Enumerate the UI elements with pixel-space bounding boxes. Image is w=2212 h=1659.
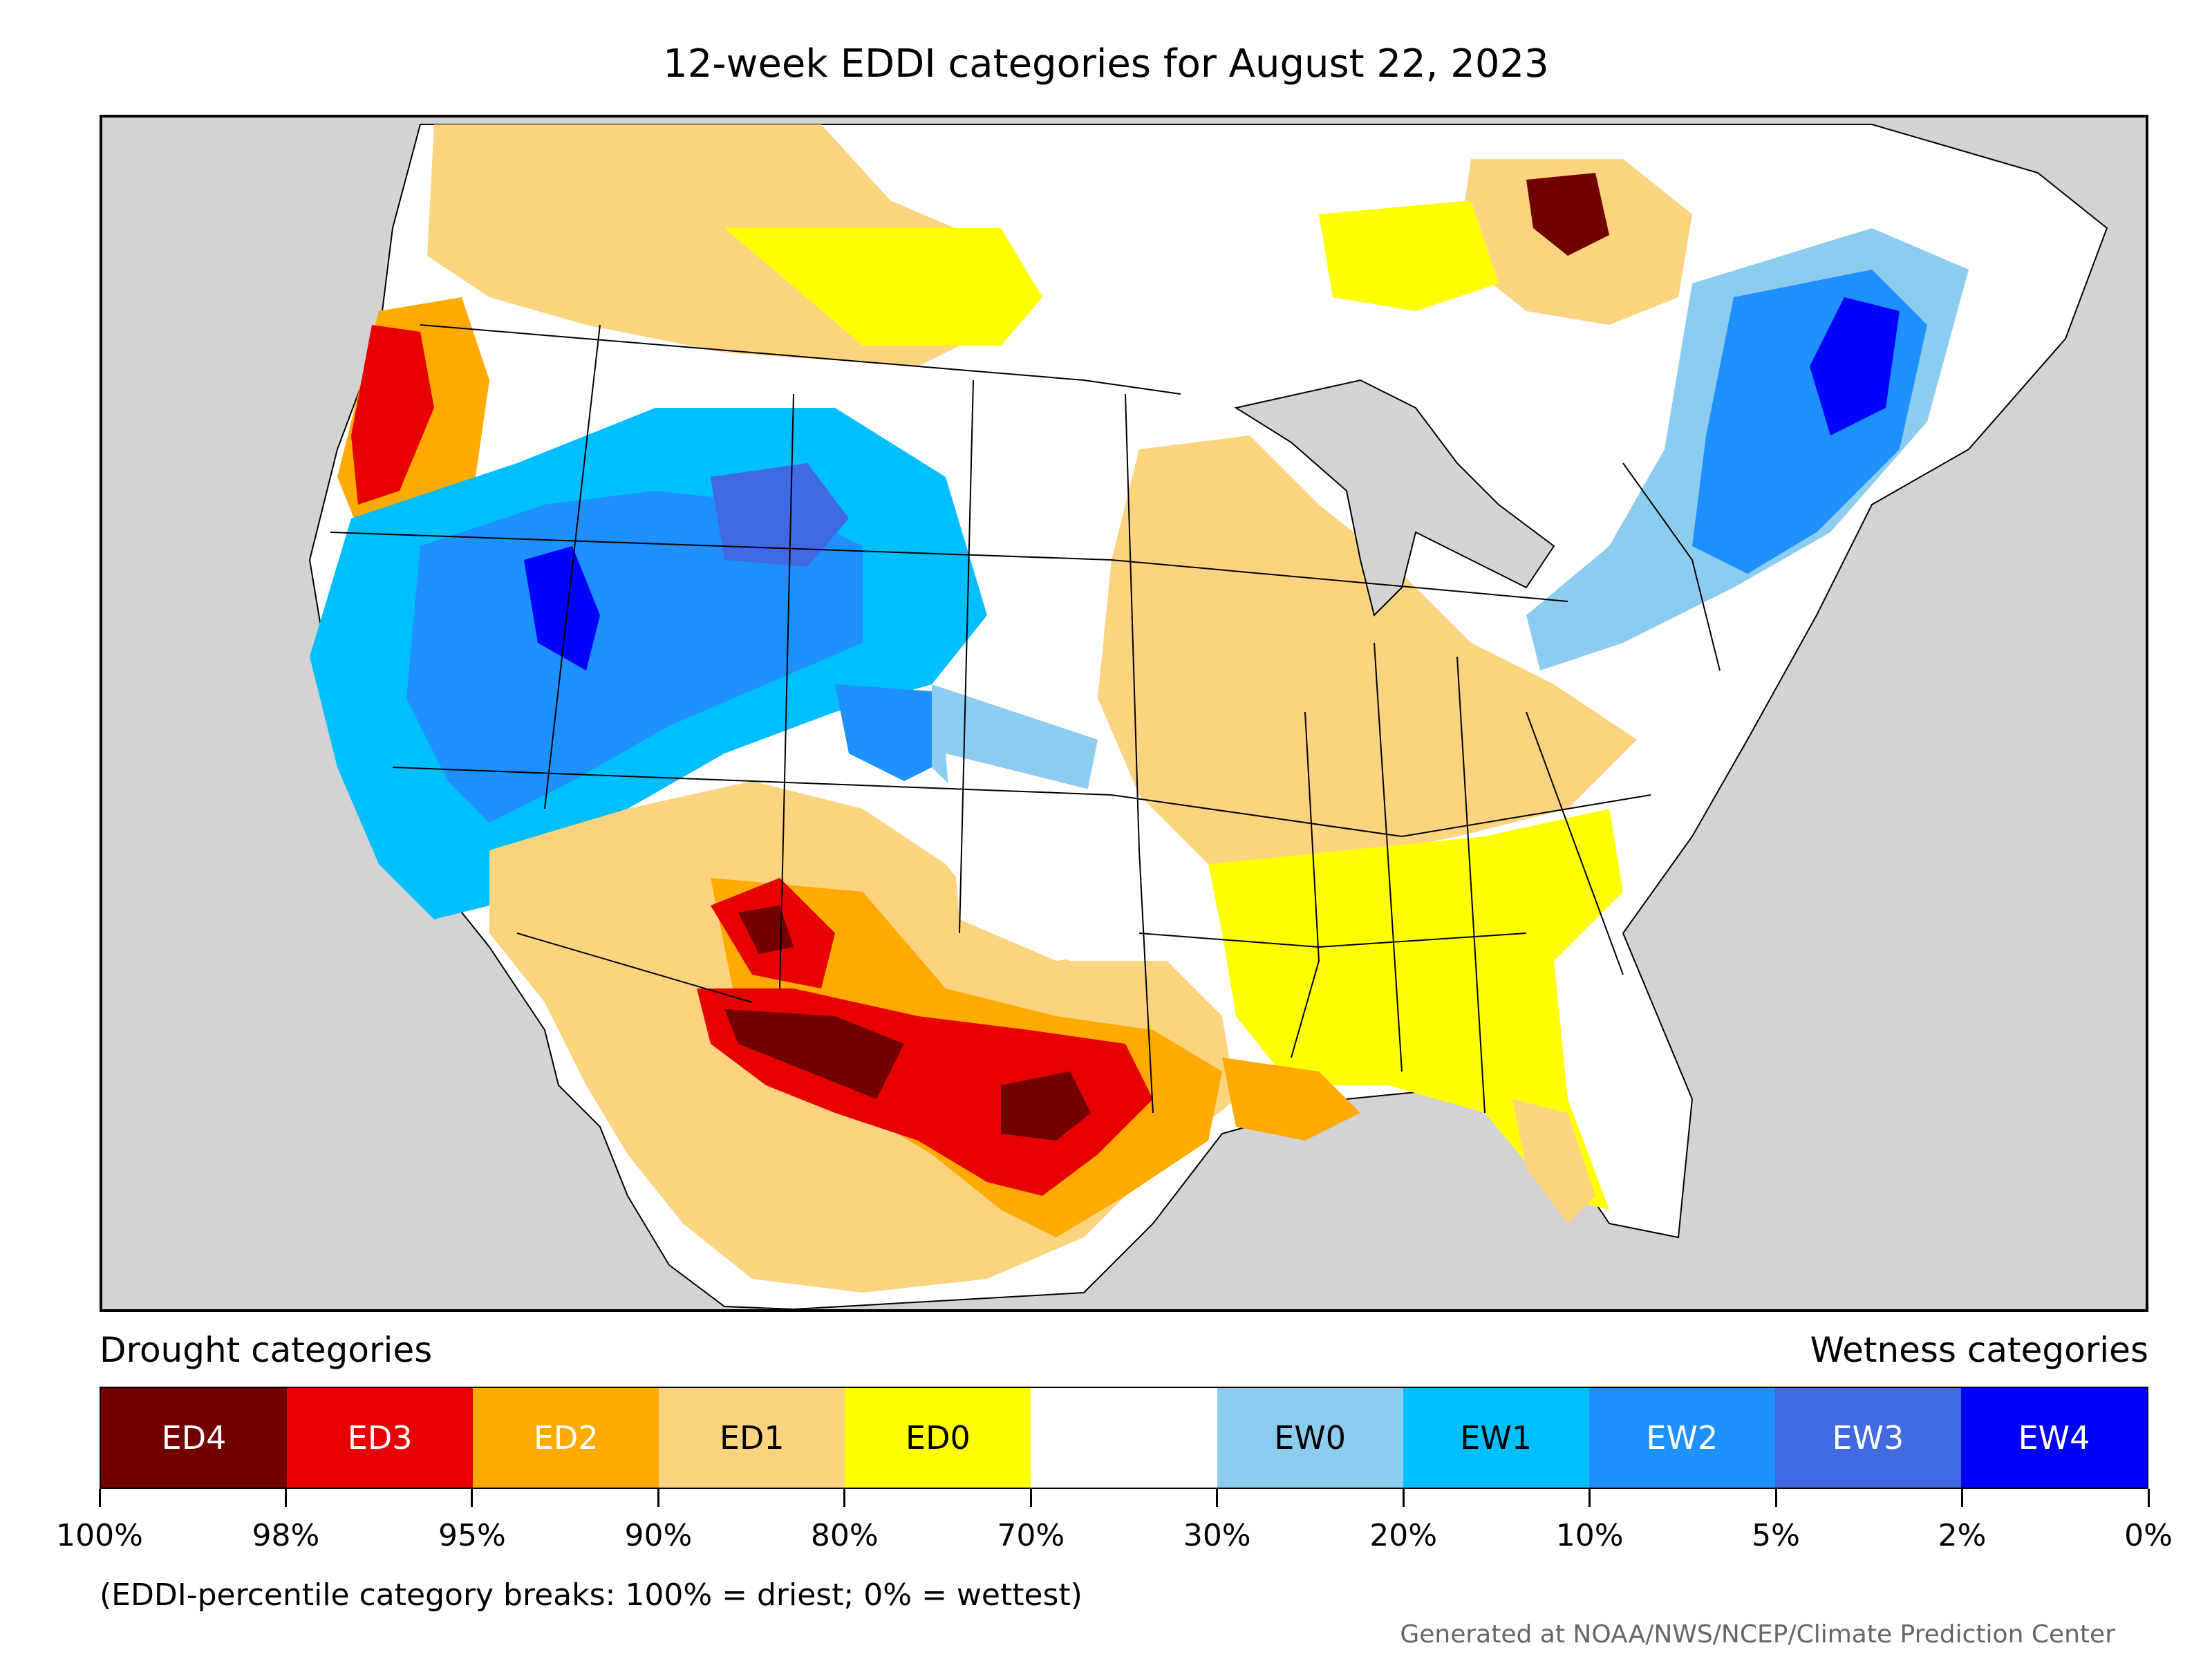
legend-cell-ew2: EW2 xyxy=(1588,1388,1775,1488)
legend-cell-ed3: ED3 xyxy=(287,1388,474,1488)
legend-tick xyxy=(1029,1489,1032,1507)
legend-cell-ed1: ED1 xyxy=(659,1388,845,1488)
legend-tick xyxy=(2147,1489,2150,1507)
legend-tick-label: 98% xyxy=(252,1518,320,1553)
legend-tick-label: 2% xyxy=(1938,1518,1987,1553)
west-texas-ed4 xyxy=(724,1009,904,1099)
gulf-coast-ed2 xyxy=(1222,1058,1360,1141)
legend-tick xyxy=(1961,1489,1964,1507)
colorado-ew2 xyxy=(835,684,959,781)
map-panel xyxy=(100,115,2148,1312)
legend-tick xyxy=(1588,1489,1591,1507)
legend-cell-ed4: ED4 xyxy=(101,1388,288,1488)
central-texas-ed4 xyxy=(1001,1071,1091,1141)
wetness-legend-title: Wetness categories xyxy=(1810,1330,2148,1370)
legend-tick-label: 95% xyxy=(438,1518,506,1553)
legend-cell-ew1: EW1 xyxy=(1403,1388,1589,1488)
legend-cell-ed0: ED0 xyxy=(845,1388,1031,1488)
legend-tick-label: 80% xyxy=(810,1518,879,1553)
canada-east-ed0 xyxy=(1319,200,1499,311)
legend-tick xyxy=(843,1489,846,1507)
legend-cell-ew4: EW4 xyxy=(1960,1388,2148,1488)
great-basin-ew2 xyxy=(406,491,863,823)
legend-ticks xyxy=(98,1489,2150,1510)
credit-line: Generated at NOAA/NWS/NCEP/Climate Predi… xyxy=(1400,1620,2115,1649)
legend-tick-label: 70% xyxy=(997,1518,1065,1553)
legend-cell-ew0: EW0 xyxy=(1217,1388,1403,1488)
legend-tick-label: 100% xyxy=(56,1518,143,1553)
central-plains-none xyxy=(946,753,1181,961)
wyoming-ew3 xyxy=(711,463,849,567)
maine-ew4 xyxy=(1810,297,1900,435)
map-title: 12-week EDDI categories for August 22, 2… xyxy=(663,41,1549,86)
florida-ed1 xyxy=(1512,1099,1595,1224)
legend-tick-label: 90% xyxy=(624,1518,693,1553)
legend-cell-none xyxy=(1031,1388,1217,1488)
legend-cell-ed2: ED2 xyxy=(473,1388,659,1488)
category-break-note: (EDDI-percentile category breaks: 100% =… xyxy=(100,1577,1082,1613)
legend-tick-label: 5% xyxy=(1752,1518,1800,1553)
legend-cell-ew3: EW3 xyxy=(1774,1388,1961,1488)
midwest-ed1 xyxy=(1098,435,1637,864)
drought-legend-title: Drought categories xyxy=(100,1330,433,1370)
pacific-northwest-ed3 xyxy=(351,325,434,505)
great-basin-ew4 xyxy=(524,546,600,671)
category-legend-bar: ED4 ED3 ED2 ED1 ED0 EW0 EW1 EW2 EW3 EW4 xyxy=(100,1387,2148,1489)
legend-tick xyxy=(1216,1489,1219,1507)
quebec-ontario-ed4 xyxy=(1526,173,1609,256)
legend-tick-label: 20% xyxy=(1369,1518,1438,1553)
new-mexico-ed4 xyxy=(738,906,794,954)
legend-tick-label: 10% xyxy=(1555,1518,1624,1553)
legend-tick xyxy=(1402,1489,1405,1507)
legend-tick xyxy=(98,1489,101,1507)
legend-tick xyxy=(1774,1489,1777,1507)
legend-tick-label: 30% xyxy=(1183,1518,1251,1553)
legend-tick xyxy=(657,1489,659,1507)
legend-tick xyxy=(284,1489,287,1507)
great-lakes xyxy=(1234,379,1555,617)
state-boundaries xyxy=(330,324,1721,1114)
eddi-map xyxy=(308,124,2108,1309)
canada-west-ed0 xyxy=(724,228,1042,346)
legend-tick-label: 0% xyxy=(2124,1518,2173,1553)
legend-tick xyxy=(471,1489,474,1507)
